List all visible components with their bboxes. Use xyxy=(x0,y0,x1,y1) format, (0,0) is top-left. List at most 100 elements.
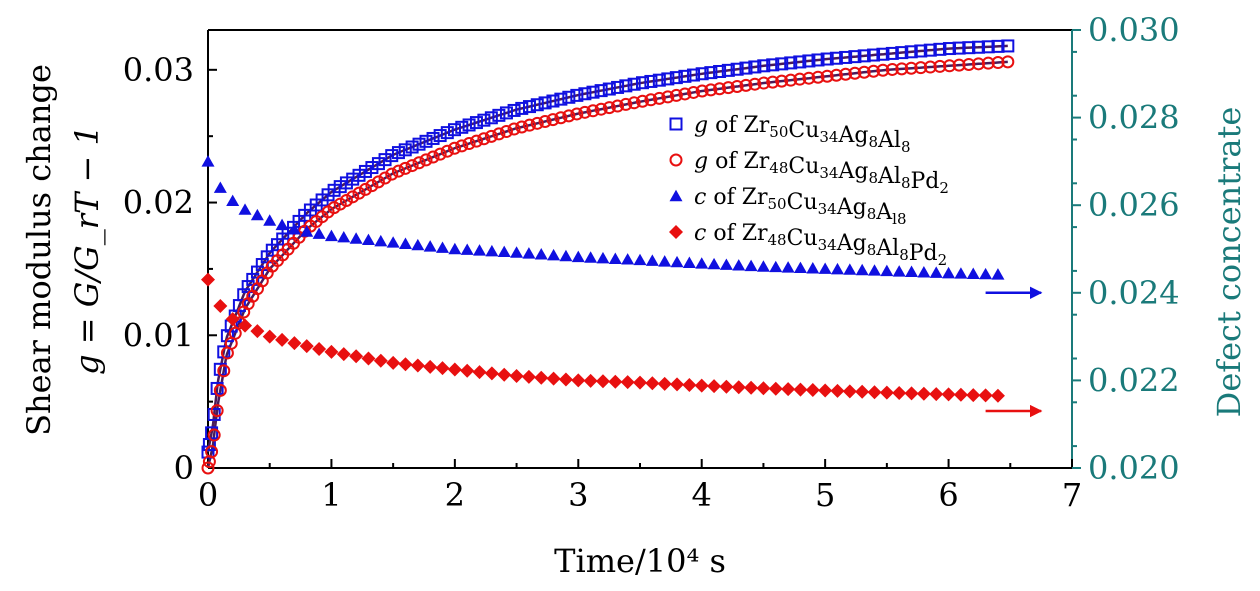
data-point xyxy=(448,123,462,137)
data-point xyxy=(661,90,675,104)
data-point xyxy=(358,182,372,196)
x-tick-label: 6 xyxy=(938,476,958,514)
data-point xyxy=(578,105,592,119)
fit-line xyxy=(206,60,1008,469)
data-point xyxy=(652,73,666,87)
data-point xyxy=(546,113,560,127)
data-point xyxy=(793,72,807,86)
data-point xyxy=(220,329,234,343)
data-point xyxy=(373,353,388,368)
data-point xyxy=(942,266,956,279)
data-point xyxy=(337,230,351,243)
data-point xyxy=(876,47,890,61)
data-point xyxy=(608,374,623,389)
data-point xyxy=(981,56,995,70)
x-tick-label: 3 xyxy=(568,476,588,514)
series-1 xyxy=(201,55,1015,475)
data-point xyxy=(349,349,364,364)
y-axis-left-title-line2: g = G/G_rT − 1 xyxy=(68,125,106,375)
data-point xyxy=(806,262,820,274)
data-point xyxy=(768,381,783,396)
data-point xyxy=(262,329,277,344)
data-point xyxy=(312,227,326,239)
data-point xyxy=(225,312,240,327)
data-point xyxy=(386,355,401,370)
data-point xyxy=(933,59,947,73)
data-point xyxy=(917,265,931,278)
data-point xyxy=(205,445,219,459)
data-point xyxy=(757,59,771,73)
data-point xyxy=(942,42,956,56)
data-point xyxy=(497,245,511,258)
data-point xyxy=(904,45,918,59)
data-point xyxy=(611,80,625,94)
data-point xyxy=(929,387,944,402)
data-point xyxy=(843,263,857,275)
data-point xyxy=(522,247,536,259)
data-point xyxy=(793,261,807,274)
data-point xyxy=(349,232,363,244)
data-point xyxy=(546,94,560,108)
data-point xyxy=(627,77,641,91)
data-point xyxy=(895,62,909,76)
data-point xyxy=(562,109,576,123)
data-point xyxy=(895,46,909,60)
data-point xyxy=(484,366,499,381)
data-point xyxy=(904,386,919,401)
data-point xyxy=(652,91,666,105)
data-point xyxy=(731,380,746,395)
data-point xyxy=(611,99,625,113)
data-point xyxy=(713,82,727,96)
data-point xyxy=(669,88,683,102)
data-point xyxy=(885,62,899,76)
y-left-tick-label: 0.02 xyxy=(123,184,194,222)
data-point xyxy=(848,50,862,64)
legend-label: g of Zr48Cu34Ag8Al8Pd2 xyxy=(694,149,949,197)
data-point xyxy=(929,266,943,278)
data-point xyxy=(410,358,425,373)
data-point xyxy=(695,84,709,98)
data-point xyxy=(412,137,426,151)
data-point xyxy=(263,214,277,226)
data-point xyxy=(324,344,339,359)
legend-label: g of Zr50Cu34Ag8Al8 xyxy=(694,113,911,156)
data-point xyxy=(636,94,650,108)
x-tick-label: 0 xyxy=(198,476,218,514)
data-point xyxy=(756,260,770,272)
data-point xyxy=(619,97,633,111)
data-point xyxy=(867,48,881,62)
data-point xyxy=(398,143,412,157)
y-right-tick-label: 0.030 xyxy=(1088,11,1180,49)
y-left-tick-label: 0.03 xyxy=(123,51,194,89)
data-point xyxy=(990,388,1005,403)
data-point xyxy=(962,57,976,71)
data-point xyxy=(433,129,447,143)
data-point xyxy=(352,186,366,200)
data-point xyxy=(730,79,744,93)
data-point xyxy=(275,218,289,231)
data-point xyxy=(436,241,450,253)
data-point xyxy=(661,72,675,86)
data-point xyxy=(933,42,947,56)
data-point xyxy=(669,225,683,239)
data-point xyxy=(509,369,524,384)
data-point xyxy=(687,85,701,99)
data-point xyxy=(855,384,870,399)
x-tick-label: 4 xyxy=(692,476,712,514)
data-point xyxy=(448,242,462,255)
data-point xyxy=(892,265,906,277)
data-point xyxy=(386,236,400,248)
data-point xyxy=(857,49,871,63)
data-point xyxy=(682,256,696,268)
data-point xyxy=(952,41,966,55)
data-point xyxy=(378,153,392,167)
data-point xyxy=(201,461,215,475)
data-point xyxy=(621,253,635,265)
data-point xyxy=(981,40,995,54)
x-tick-label: 7 xyxy=(1062,476,1082,514)
data-point xyxy=(923,60,937,74)
data-point xyxy=(904,61,918,75)
y-axis-left: 0 0.01 0.02 0.03 xyxy=(123,51,217,487)
data-point xyxy=(682,378,697,393)
